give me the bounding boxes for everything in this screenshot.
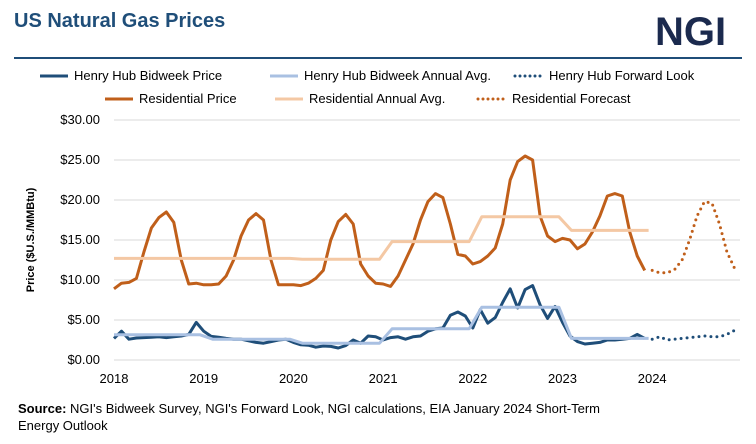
ngi-logo: NGI	[655, 10, 726, 54]
x-tick-label: 2024	[638, 371, 667, 386]
legend-item: Residential Forecast	[476, 91, 631, 106]
gridlines	[114, 119, 740, 361]
legend-label: Residential Price	[139, 91, 237, 106]
y-tick-label: $20.00	[60, 192, 100, 207]
series-line-residential-price	[113, 154, 647, 291]
legend-item: Henry Hub Bidweek Annual Avg.	[270, 68, 491, 83]
legend-label: Residential Annual Avg.	[309, 91, 445, 106]
legend-item: Henry Hub Forward Look	[513, 68, 695, 83]
y-tick-label: $30.00	[60, 112, 100, 127]
legend-item: Henry Hub Bidweek Price	[40, 68, 222, 83]
legend: Henry Hub Bidweek Price Henry Hub Bidweek…	[40, 68, 695, 106]
y-axis-ticks: $0.00 $5.00 $10.00 $15.00 $20.00 $25.00 $30.00	[60, 112, 100, 367]
series-line-residential-annual-avg	[114, 215, 649, 261]
legend-label: Henry Hub Bidweek Price	[74, 68, 222, 83]
x-axis-ticks: 2018 2019 2020 2021 2022 2023 2024	[100, 371, 667, 386]
x-tick-label: 2023	[548, 371, 577, 386]
source-note-line2: Energy Outlook	[18, 418, 108, 433]
chart-title: US Natural Gas Prices	[14, 10, 225, 32]
legend-item: Residential Annual Avg.	[275, 91, 445, 106]
legend-item: Residential Price	[105, 91, 237, 106]
legend-label: Henry Hub Forward Look	[549, 68, 695, 83]
source-label: Source:	[18, 401, 66, 416]
y-tick-label: $25.00	[60, 152, 100, 167]
series-lines	[112, 154, 736, 350]
legend-label: Residential Forecast	[512, 91, 631, 106]
y-tick-label: $5.00	[67, 312, 100, 327]
series-line-henry-hub-bidweek-price	[112, 284, 646, 350]
legend-label: Henry Hub Bidweek Annual Avg.	[304, 68, 491, 83]
series-line-henry-hub-bidweek-annual-avg	[114, 305, 649, 345]
source-text: NGI's Bidweek Survey, NGI's Forward Look…	[66, 401, 600, 416]
y-tick-label: $0.00	[67, 352, 100, 367]
x-tick-label: 2020	[279, 371, 308, 386]
x-tick-label: 2021	[369, 371, 398, 386]
series-line-residential-forecast	[650, 200, 736, 275]
x-tick-label: 2022	[458, 371, 487, 386]
source-note: Source: NGI's Bidweek Survey, NGI's Forw…	[18, 401, 600, 416]
y-axis-label: Price ($U.S./MMBtu)	[25, 187, 37, 292]
y-tick-label: $15.00	[60, 232, 100, 247]
x-tick-label: 2018	[100, 371, 129, 386]
x-tick-label: 2019	[189, 371, 218, 386]
y-tick-label: $10.00	[60, 272, 100, 287]
series-line-henry-hub-forward-look	[650, 328, 736, 342]
